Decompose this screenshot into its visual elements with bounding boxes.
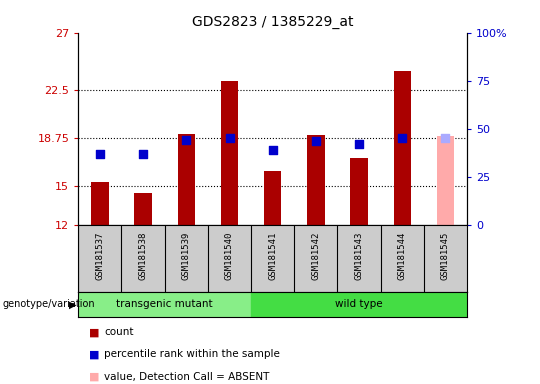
Text: ▶: ▶ <box>69 299 76 310</box>
Point <box>268 147 277 154</box>
Point <box>398 135 407 141</box>
Point <box>225 134 234 141</box>
Point <box>312 138 320 144</box>
Bar <box>437 136 454 225</box>
Bar <box>307 135 325 225</box>
Bar <box>91 182 109 225</box>
Point <box>182 137 191 143</box>
Bar <box>78 292 251 317</box>
Point <box>355 141 363 147</box>
Text: genotype/variation: genotype/variation <box>3 299 96 310</box>
Text: GSM181540: GSM181540 <box>225 231 234 280</box>
Text: wild type: wild type <box>335 299 383 310</box>
Bar <box>251 292 467 317</box>
Text: ■: ■ <box>89 327 99 337</box>
Bar <box>221 81 238 225</box>
Text: GSM181542: GSM181542 <box>312 231 320 280</box>
Text: GSM181543: GSM181543 <box>355 231 363 280</box>
Point <box>96 151 104 157</box>
Text: GSM181538: GSM181538 <box>139 231 147 280</box>
Text: transgenic mutant: transgenic mutant <box>117 299 213 310</box>
Bar <box>178 134 195 225</box>
Point <box>139 151 147 157</box>
Bar <box>394 71 411 225</box>
Bar <box>134 193 152 225</box>
Text: ■: ■ <box>89 372 99 382</box>
Text: ■: ■ <box>89 349 99 359</box>
Text: GSM181537: GSM181537 <box>96 231 104 280</box>
Title: GDS2823 / 1385229_at: GDS2823 / 1385229_at <box>192 15 354 29</box>
Text: GSM181539: GSM181539 <box>182 231 191 280</box>
Text: GSM181544: GSM181544 <box>398 231 407 280</box>
Text: count: count <box>104 327 134 337</box>
Text: GSM181545: GSM181545 <box>441 231 450 280</box>
Text: value, Detection Call = ABSENT: value, Detection Call = ABSENT <box>104 372 269 382</box>
Point <box>441 135 450 141</box>
Bar <box>264 171 281 225</box>
Text: GSM181541: GSM181541 <box>268 231 277 280</box>
Text: percentile rank within the sample: percentile rank within the sample <box>104 349 280 359</box>
Bar <box>350 158 368 225</box>
